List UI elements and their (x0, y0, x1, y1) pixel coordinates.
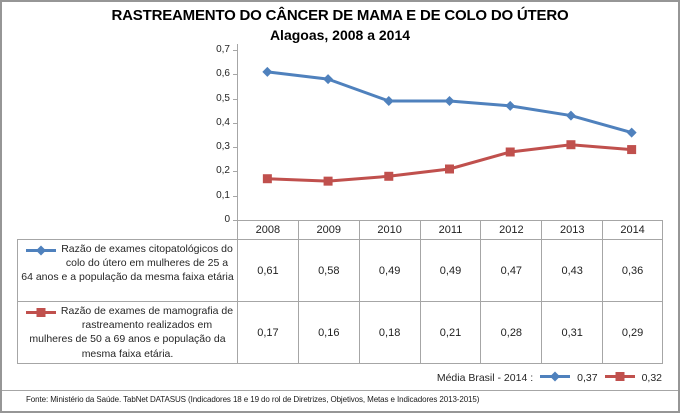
y-axis-tick-label: 0,2 (216, 165, 230, 177)
series1-data-point (565, 110, 576, 121)
media-brasil-series1-value: 0,37 (577, 372, 598, 384)
chart-title: RASTREAMENTO DO CÂNCER DE MAMA E DE COLO… (111, 7, 569, 24)
series1-data-point (383, 96, 394, 106)
value-cell: 0,58 (297, 239, 359, 301)
series2-data-point (505, 147, 515, 157)
value-cell: 0,61 (237, 239, 298, 301)
value-cell: 0,36 (602, 239, 663, 301)
series1-key-icon (539, 370, 571, 386)
y-axis-tick-label: 0,4 (216, 116, 230, 128)
value-cell: 0,28 (480, 301, 542, 364)
value-cell: 0,49 (358, 239, 420, 301)
y-axis-tick-label: 0,5 (216, 92, 230, 104)
series2-label: Razão de exames de mamografia de rastrea… (29, 305, 234, 360)
series1-label-cell: Razão de exames citopatológicos do colo … (17, 239, 237, 301)
series1-key-icon (540, 371, 571, 382)
year-header-cell: 2011 (419, 220, 481, 239)
source-note: Fonte: Ministério da Saúde. TabNet DATAS… (26, 395, 480, 404)
series2-data-point (627, 145, 637, 155)
series1-data-point (262, 66, 273, 77)
series1-data-point (444, 96, 455, 106)
y-axis-tick-label: 0,3 (216, 141, 230, 153)
series2-data-point (384, 171, 394, 181)
value-cell: 0,18 (358, 301, 420, 364)
y-axis-tick-label: 0,6 (216, 68, 230, 80)
series2-key-icon (26, 308, 56, 317)
series2-key-icon (604, 370, 636, 386)
series2-data-point (262, 174, 272, 184)
value-cell: 0,43 (541, 239, 603, 301)
series2-data-point (445, 164, 454, 174)
year-header-cell: 2009 (297, 220, 359, 239)
chart-data-table: 2008 2009 2010 2011 2012 2013 2014 Razão de exa… (17, 220, 663, 364)
footer-divider (2, 390, 678, 391)
value-cell: 0,16 (297, 301, 359, 364)
year-header-cell: 2008 (237, 220, 298, 239)
series2-data-point (566, 140, 576, 150)
series1-data-point (626, 127, 637, 138)
table-header-blank-cell (17, 220, 237, 239)
series2-key-icon (604, 372, 635, 381)
value-cell: 0,47 (480, 239, 542, 301)
value-cell: 0,29 (602, 301, 663, 364)
series1-label: Razão de exames citopatológicos do colo … (21, 243, 234, 284)
y-axis-tick-label: 0,7 (216, 44, 230, 55)
y-axis-tick-label: 0 (224, 214, 230, 225)
media-brasil-label: Média Brasil - 2014 : (436, 372, 534, 384)
chart-subtitle: Alagoas, 2008 a 2014 (269, 27, 411, 43)
year-header-cell: 2014 (602, 220, 663, 239)
value-cell: 0,21 (419, 301, 481, 364)
series1-key-icon (26, 245, 56, 256)
value-cell: 0,17 (237, 301, 298, 364)
series1-data-point (505, 100, 516, 111)
y-axis-tick-label: 0,1 (216, 189, 230, 201)
value-cell: 0,31 (541, 301, 603, 364)
series2-data-point (323, 176, 333, 186)
series1-data-point (323, 74, 334, 85)
series2-line (265, 143, 634, 183)
year-header-cell: 2013 (541, 220, 603, 239)
year-header-cell: 2010 (358, 220, 420, 239)
media-brasil-legend: Média Brasil - 2014 : 0,37 0,32 (437, 370, 662, 386)
value-cell: 0,49 (419, 239, 481, 301)
media-brasil-series2-value: 0,32 (641, 372, 662, 384)
year-header-cell: 2012 (480, 220, 542, 239)
series2-label-cell: Razão de exames de mamografia de rastrea… (17, 301, 237, 364)
